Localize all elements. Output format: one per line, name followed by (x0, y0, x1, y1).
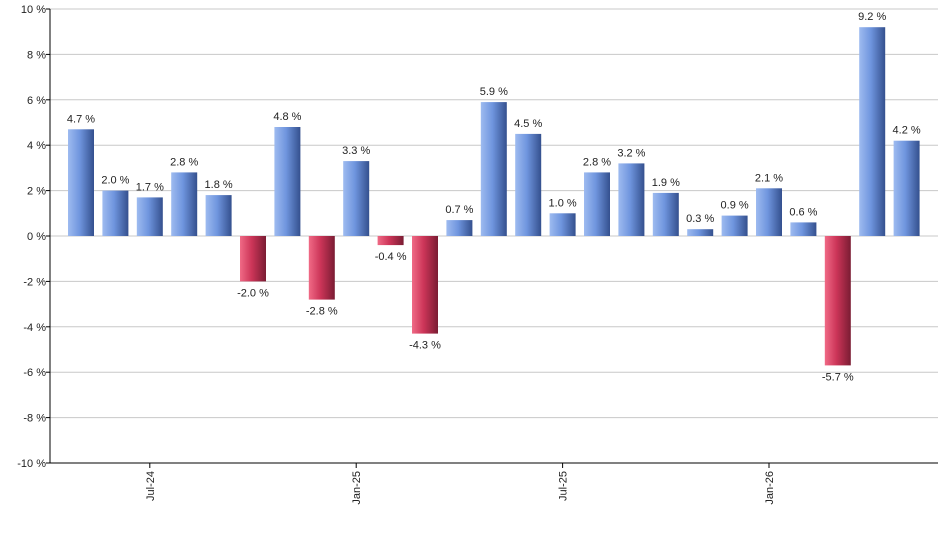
y-tick-label: -2 % (23, 276, 46, 288)
bar (790, 222, 817, 236)
bar-value-label: 0.9 % (721, 200, 749, 212)
x-axis-ticks: Jul-24 Jan-25 Jul-25 Jan-26 (145, 463, 776, 505)
bar-value-label: 5.9 % (480, 86, 508, 98)
y-tick-label: -10 % (17, 458, 46, 470)
bar (68, 129, 94, 236)
bar-value-label: 3.2 % (617, 147, 645, 159)
bar-value-label: 2.0 % (101, 175, 129, 187)
bar-value-label: -0.4 % (375, 251, 407, 263)
bar (240, 236, 266, 282)
bar (584, 172, 610, 236)
bar (687, 229, 714, 236)
bar-value-label: 9.2 % (858, 11, 886, 23)
bar-value-label: 0.6 % (789, 206, 817, 218)
x-tick-label: Jan-26 (764, 471, 776, 505)
bar-value-label: 0.3 % (686, 213, 714, 225)
bar-value-label: 1.8 % (205, 179, 233, 191)
bar-value-label: 1.7 % (136, 181, 164, 193)
data-labels: 4.7 % 2.0 % 1.7 % 2.8 % 1.8 % -2.0 % 4.8 % -2.8… (67, 11, 921, 383)
bar-value-label: 1.0 % (549, 197, 577, 209)
bar-value-label: 4.5 % (514, 118, 542, 130)
bar (412, 236, 438, 334)
axes (49, 9, 938, 464)
bar-value-label: 2.8 % (170, 156, 198, 168)
y-axis-ticks: 10 % 8 % 6 % 4 % 2 % 0 % -2 % -4 % -6 % -8 % -10 % (17, 4, 50, 470)
x-tick-label: Jul-24 (145, 471, 157, 501)
bar (171, 172, 198, 236)
bar-value-label: -2.8 % (306, 306, 338, 318)
bar-value-label: -5.7 % (822, 371, 854, 383)
bar (893, 140, 920, 236)
bar-value-label: 2.1 % (755, 172, 783, 184)
bar (136, 197, 163, 236)
y-tick-label: 2 % (27, 186, 46, 198)
bar-value-label: 1.9 % (652, 177, 680, 189)
y-tick-label: -6 % (23, 367, 46, 379)
bar (721, 215, 748, 236)
y-tick-label: 4 % (27, 140, 46, 152)
x-tick-label: Jan-25 (351, 471, 363, 505)
bar (274, 127, 301, 236)
bar-value-label: -2.0 % (237, 287, 269, 299)
bar (308, 236, 335, 300)
y-tick-label: -8 % (23, 413, 46, 425)
bar (446, 220, 473, 236)
bar-value-label: 4.2 % (893, 125, 921, 137)
bar-series (68, 27, 920, 366)
bar-value-label: -4.3 % (409, 340, 441, 352)
y-tick-label: 6 % (27, 95, 46, 107)
bar-value-label: 0.7 % (445, 204, 473, 216)
bar (824, 236, 851, 366)
bar (205, 195, 232, 236)
bar (102, 190, 129, 236)
bar-value-label: 4.7 % (67, 113, 95, 125)
bar-value-label: 2.8 % (583, 156, 611, 168)
bar-value-label: 4.8 % (273, 111, 301, 123)
bar (343, 161, 370, 236)
bar (480, 102, 507, 236)
y-tick-label: 0 % (27, 231, 46, 243)
x-tick-label: Jul-25 (558, 471, 570, 501)
bar (756, 188, 782, 236)
y-tick-label: 10 % (21, 4, 46, 16)
bar (377, 236, 404, 246)
bar (652, 192, 679, 236)
bar (618, 163, 645, 236)
bar (549, 213, 576, 236)
y-tick-label: -4 % (23, 322, 46, 334)
bar (515, 133, 542, 236)
y-tick-label: 8 % (27, 49, 46, 61)
bar (859, 27, 886, 237)
bar-value-label: 3.3 % (342, 145, 370, 157)
